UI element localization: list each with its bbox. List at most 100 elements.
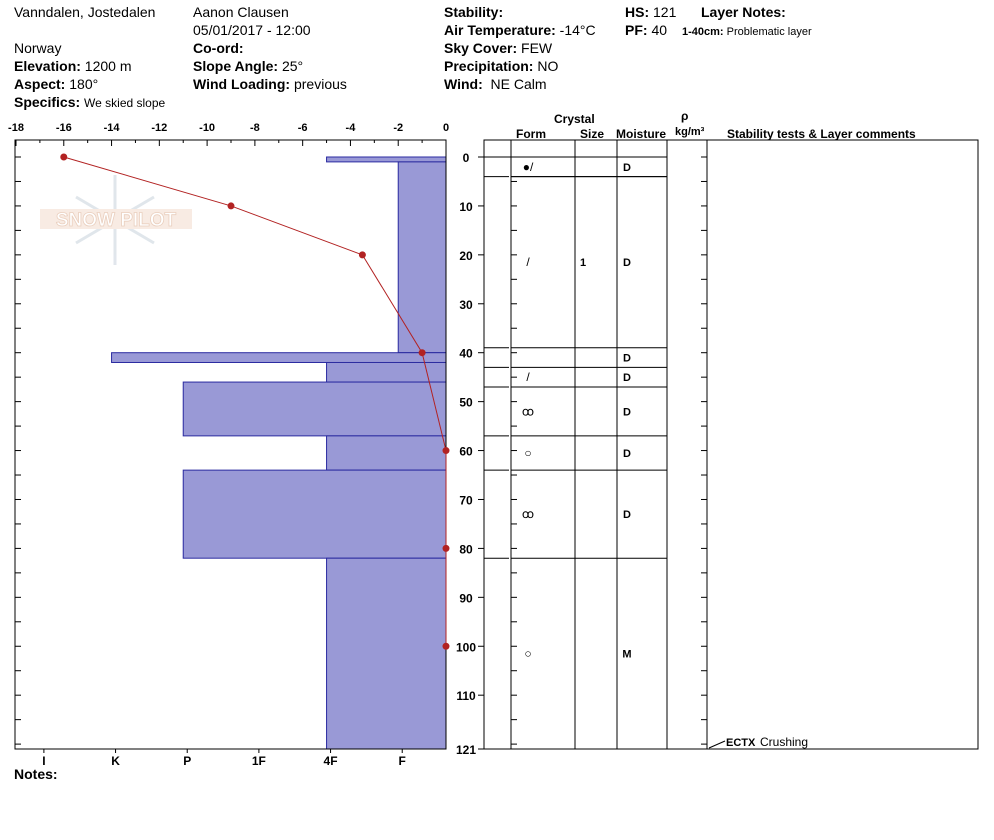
layer-form: / — [526, 255, 530, 269]
layer-moisture: D — [623, 353, 631, 365]
air-temp-label: Air Temperature: — [444, 22, 556, 38]
temperature-profile — [60, 153, 450, 650]
layer-form: ●/ — [523, 160, 534, 174]
wind-row: Wind: NE Calm — [444, 76, 547, 92]
depth-tick-label: 50 — [459, 396, 473, 410]
snowpilot-watermark-text: SNOW PILOT — [56, 210, 177, 231]
precip-label: Precipitation: — [444, 58, 534, 74]
temp-tick-label: -2 — [393, 122, 403, 134]
aspect-label: Aspect: — [14, 76, 66, 92]
hardness-label: F — [399, 754, 406, 768]
elevation-row: Elevation: 1200 m — [14, 58, 132, 74]
notes-label: Notes: — [14, 766, 58, 782]
layer-moisture: D — [623, 448, 631, 460]
hardness-label: 1F — [252, 754, 266, 768]
temp-tick-label: -10 — [199, 122, 215, 134]
depth-tick-label: 110 — [456, 689, 476, 703]
specifics-value: We skied slope — [84, 96, 166, 110]
sky-value: FEW — [521, 40, 553, 56]
layer-form: ꝏ — [522, 507, 534, 521]
location: Vanndalen, Jostedalen — [14, 4, 156, 20]
datetime: 05/01/2017 - 12:00 — [193, 22, 311, 38]
stability-header: Stability tests & Layer comments — [727, 127, 916, 141]
stability-test-code: ECTX — [726, 737, 756, 749]
layer-size: 1 — [580, 257, 586, 269]
pf-label: PF: — [625, 22, 648, 38]
density-unit-header: kg/m³ — [675, 126, 705, 138]
temp-tick-label: -12 — [151, 122, 167, 134]
aspect-value: 180° — [69, 76, 99, 92]
depth-tick-label: 40 — [459, 347, 473, 361]
hardness-bar — [397, 161, 447, 354]
depth-tick-label: 80 — [459, 542, 473, 556]
elevation-value: 1200 m — [84, 58, 132, 74]
hardness-label: I — [42, 754, 45, 768]
wind-loading-row: Wind Loading: previous — [193, 76, 347, 92]
temp-tick-label: -16 — [56, 122, 72, 134]
specifics-label: Specifics: — [14, 94, 81, 110]
wind-value: NE Calm — [490, 76, 547, 92]
temp-tick-label: -6 — [298, 122, 308, 134]
hs-label: HS: — [625, 4, 650, 20]
layer-moisture: D — [623, 509, 631, 521]
country: Norway — [14, 40, 62, 56]
temperature-point — [227, 202, 235, 210]
temp-tick-label: -8 — [250, 122, 260, 134]
hardness-label: P — [183, 754, 191, 768]
layer-note-text: Problematic layer — [726, 26, 812, 38]
temperature-point — [358, 251, 366, 259]
size-header: Size — [580, 127, 605, 141]
temperature-point — [418, 349, 426, 357]
depth-tick-label: 60 — [459, 445, 473, 459]
hs-row: HS: 121 — [625, 4, 676, 20]
temp-tick-label: -4 — [346, 122, 357, 134]
depth-tick-label: 20 — [459, 249, 473, 263]
stability-arrow — [708, 740, 726, 749]
coord-label: Co-ord: — [193, 40, 244, 56]
left-axes: -18 -16 -14 -12 -10 -8 -6 -4 -2 0 0 10 20 30 40 50 60 70 8… — [8, 122, 484, 768]
hardness-bar — [326, 435, 447, 471]
slope-value: 25° — [281, 58, 304, 74]
hardness-layers — [111, 156, 447, 750]
aspect-row: Aspect: 180° — [14, 76, 98, 92]
hardness-bar — [182, 381, 447, 437]
layer-moisture: D — [623, 257, 631, 269]
hardness-bar — [111, 352, 447, 363]
layer-form: ○ — [524, 647, 531, 661]
temperature-point — [442, 642, 450, 650]
depth-tick-label: 100 — [456, 640, 476, 654]
depth-tick-label: 70 — [459, 493, 473, 507]
layer-form: ꝏ — [522, 404, 534, 418]
hardness-label: K — [111, 754, 120, 768]
precip-row: Precipitation: NO — [444, 58, 558, 74]
depth-tick-label: 0 — [463, 151, 470, 165]
stability-label: Stability: — [444, 4, 504, 20]
air-temp-row: Air Temperature: -14°C — [444, 22, 596, 38]
table-frame — [483, 139, 979, 750]
layer-notes-label: Layer Notes: — [701, 4, 786, 20]
depth-tick-label: 10 — [459, 200, 473, 214]
air-temp-value: -14°C — [559, 22, 596, 38]
rho-header: ρ — [681, 109, 689, 123]
layer-note: 1-40cm: Problematic layer — [682, 24, 812, 40]
observer: Aanon Clausen — [193, 4, 289, 20]
crystal-header: Crystal — [554, 112, 595, 126]
snowpilot-watermark: SNOW PILOT — [40, 175, 192, 265]
layer-moisture: D — [623, 406, 631, 418]
form-header: Form — [516, 127, 546, 141]
stability-test-comment: Crushing — [760, 735, 808, 749]
precip-value: NO — [537, 58, 559, 74]
wind-loading-value: previous — [293, 76, 347, 92]
temp-tick-label: -14 — [104, 122, 121, 134]
moisture-header: Moisture — [616, 127, 667, 141]
layer-note-range: 1-40cm: — [682, 26, 724, 38]
elevation-label: Elevation: — [14, 58, 81, 74]
temperature-point — [60, 153, 68, 161]
layer-moisture: M — [622, 649, 631, 661]
sky-row: Sky Cover: FEW — [444, 40, 552, 56]
sky-label: Sky Cover: — [444, 40, 518, 56]
wind-label: Wind: — [444, 76, 483, 92]
depth-tick-label: 121 — [456, 743, 476, 757]
